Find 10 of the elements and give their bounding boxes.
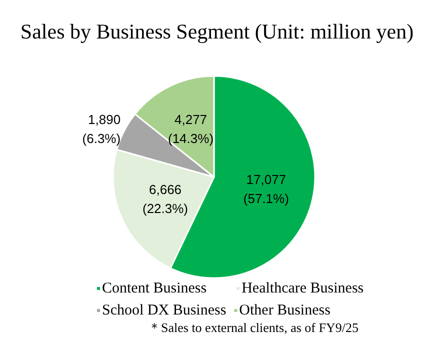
data-label: 1,890 (6.3%) bbox=[82, 112, 121, 146]
legend-label: Other Business bbox=[239, 302, 331, 318]
legend-label: Healthcare Business bbox=[242, 280, 364, 296]
text: ＊Sales to external clients, as of FY9/25 bbox=[148, 320, 358, 335]
legend-label: Content Business bbox=[102, 280, 207, 296]
data-label: 6,666 (22.3%) bbox=[142, 182, 188, 216]
legend-label: School DX Business bbox=[102, 302, 226, 318]
data-label: 4,277 (14.3%) bbox=[168, 112, 214, 146]
chart-title: Sales by Business Segment (Unit: million yen) bbox=[20, 20, 414, 44]
data-label: 17,077 (57.1%) bbox=[243, 172, 289, 206]
